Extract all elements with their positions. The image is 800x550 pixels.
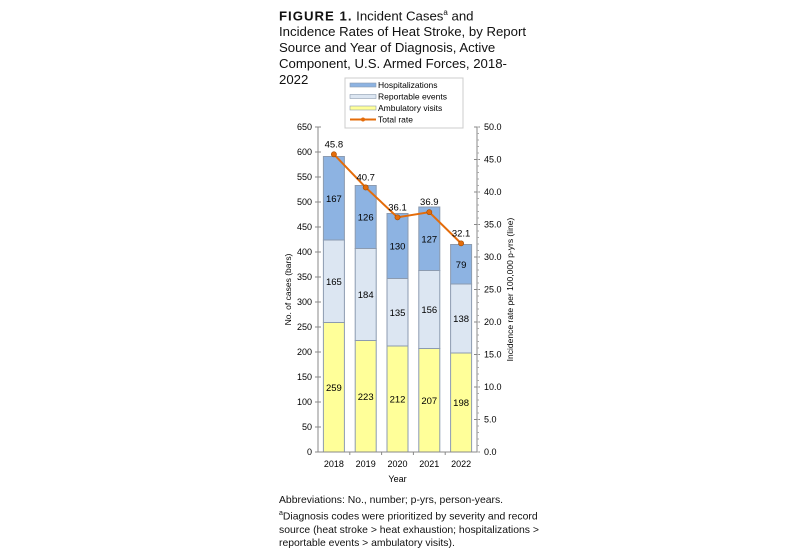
bar-data-label: 207 — [421, 396, 437, 407]
bar-data-label: 135 — [390, 308, 406, 319]
legend-swatch — [349, 82, 377, 88]
y-right-tick-label: 25.0 — [484, 285, 502, 295]
total-rate-point — [362, 184, 369, 191]
title-text: Incident Cases — [356, 8, 444, 24]
total-rate-point — [394, 214, 401, 221]
y-tick-label: 550 — [297, 172, 312, 182]
legend-label: Total rate — [378, 115, 413, 125]
total-rate-point — [330, 151, 337, 158]
x-axis-title: Year — [388, 474, 406, 484]
y-right-tick-label: 15.0 — [484, 350, 502, 360]
bar-data-label: 138 — [453, 314, 469, 325]
x-tick-label: 2021 — [419, 459, 439, 469]
bar-data-label: 167 — [326, 194, 342, 205]
y-right-tick-label: 45.0 — [484, 155, 502, 165]
footnote-marker: a — [279, 510, 283, 518]
total-rate-label: 40.7 — [356, 172, 375, 183]
total-rate-label: 36.1 — [388, 202, 407, 213]
bar-hospitalizations — [386, 213, 409, 279]
y-right-tick-label: 50.0 — [484, 122, 502, 132]
x-tick-label: 2020 — [387, 459, 407, 469]
bar-data-label: 259 — [326, 383, 342, 394]
bar-data-label: 223 — [358, 392, 374, 403]
x-tick-label: 2018 — [324, 459, 344, 469]
legend-swatch — [349, 94, 377, 99]
y-tick-label: 0 — [307, 447, 312, 457]
y-tick-label: 450 — [297, 222, 312, 232]
y-tick-label: 650 — [297, 122, 312, 132]
total-rate-point — [426, 209, 433, 216]
total-rate-point — [458, 240, 464, 247]
y-right-axis-title: Incidence rate per 100,000 p-yrs (line) — [505, 218, 515, 362]
y-right-tick-label: 0.0 — [484, 447, 497, 457]
y-tick-label: 50 — [302, 422, 312, 432]
y-tick-label: 500 — [297, 197, 312, 207]
y-right-tick-label: 30.0 — [484, 252, 502, 262]
bar-data-label: 212 — [390, 395, 406, 406]
y-tick-label: 200 — [297, 347, 312, 357]
abbreviations: Abbreviations: No., number; p-yrs, perso… — [279, 495, 504, 506]
figure-label: FIGURE 1. — [279, 8, 353, 24]
legend-label: Ambulatory visits — [378, 103, 442, 113]
legend-marker — [361, 117, 365, 122]
legend-label: Hospitalizations — [378, 80, 438, 90]
bar-data-label: 79 — [456, 260, 467, 271]
y-right-tick-label: 40.0 — [484, 187, 502, 197]
footnote: aDiagnosis codes were prioritized by sev… — [279, 507, 539, 550]
footnote-text: Diagnosis codes were prioritized by seve… — [279, 511, 539, 550]
y-right-tick-label: 10.0 — [484, 382, 502, 392]
figure-title: FIGURE 1. Incident Casesa and Incidence … — [279, 5, 529, 88]
y-right-tick-label: 35.0 — [484, 220, 502, 230]
title-superscript: a — [443, 8, 448, 17]
bar-data-label: 165 — [326, 277, 342, 288]
total-rate-label: 45.8 — [325, 139, 344, 150]
bar-data-label: 130 — [390, 242, 406, 253]
y-right-tick-label: 20.0 — [484, 317, 502, 327]
x-tick-label: 2022 — [451, 459, 471, 469]
legend-label: Reportable events — [378, 92, 447, 102]
y-tick-label: 100 — [297, 397, 312, 407]
y-tick-label: 150 — [297, 372, 312, 382]
figure-notes: Abbreviations: No., number; p-yrs, perso… — [279, 494, 539, 550]
bar-data-label: 156 — [421, 305, 437, 316]
title-rest: and Incidence Rates of Heat Stroke, by R… — [279, 8, 527, 88]
total-rate-label: 36.9 — [420, 197, 439, 208]
y-tick-label: 400 — [297, 247, 312, 257]
bar-data-label: 198 — [453, 398, 469, 409]
bar-data-label: 126 — [358, 213, 374, 224]
y-right-tick-label: 5.0 — [484, 415, 497, 425]
y-tick-label: 300 — [297, 297, 312, 307]
bar-data-label: 127 — [421, 234, 437, 245]
y-tick-label: 250 — [297, 322, 312, 332]
legend-swatch — [349, 105, 377, 111]
bar-hospitalizations — [418, 206, 441, 271]
y-axis-title: No. of cases (bars) — [283, 253, 293, 325]
bar-data-label: 184 — [358, 290, 374, 301]
total-rate-label: 32.1 — [452, 228, 471, 239]
x-tick-label: 2019 — [356, 459, 376, 469]
y-tick-label: 350 — [297, 272, 312, 282]
y-tick-label: 600 — [297, 147, 312, 157]
